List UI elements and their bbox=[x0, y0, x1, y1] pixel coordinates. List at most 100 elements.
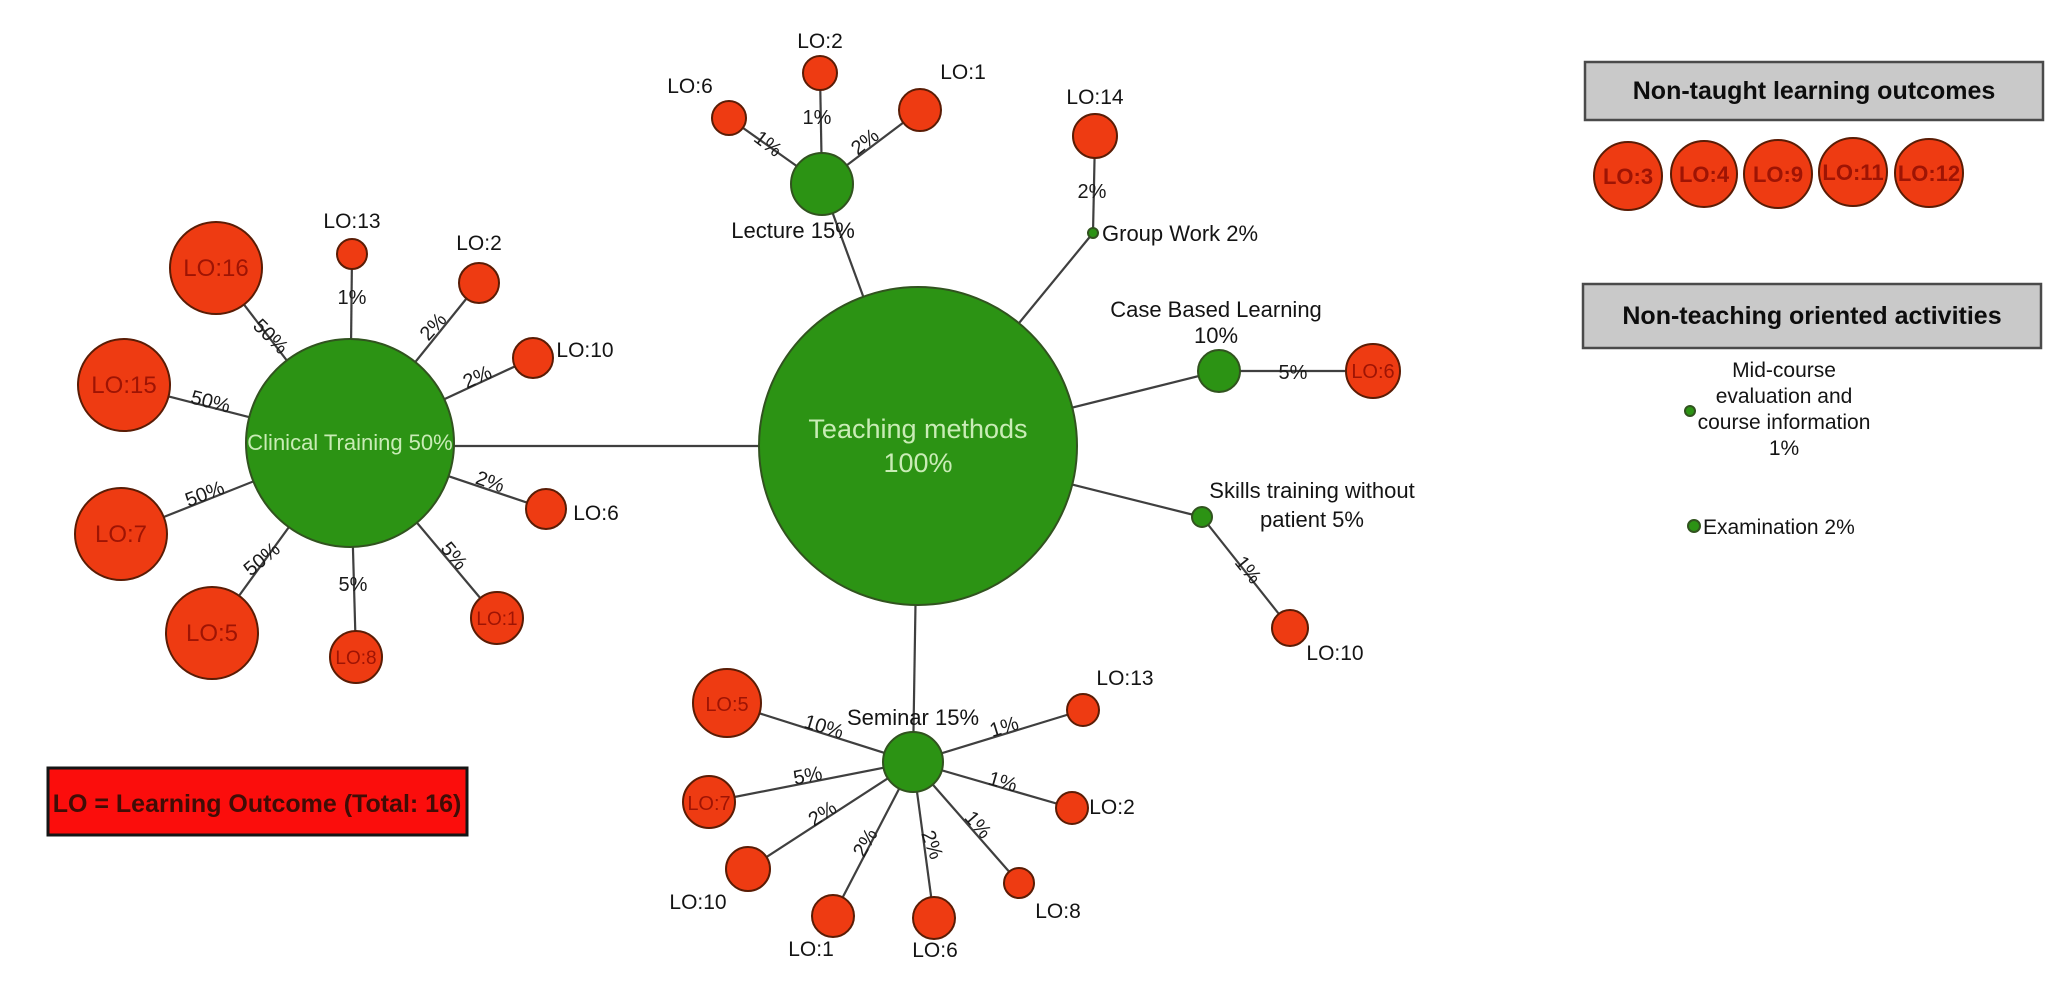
seminar-lo8-label: LO:8 bbox=[1035, 900, 1081, 923]
edge-skills-lo10 bbox=[1201, 516, 1291, 629]
node-skills-lo10 bbox=[1271, 609, 1309, 647]
non-teaching-header-box bbox=[1581, 282, 2043, 350]
groupwork-lo14-label: LO:14 bbox=[1066, 86, 1124, 109]
node-groupwork-lo14 bbox=[1072, 113, 1118, 159]
clinical-training-label: Clinical Training 50% bbox=[247, 430, 452, 455]
right-panel: Non-taught learning outcomes LO:3 LO:4 L… bbox=[1581, 60, 2045, 539]
lecture-lo6-label: LO:6 bbox=[667, 75, 713, 98]
edge-seminar-lo7 bbox=[708, 760, 914, 804]
node-seminar-lo6 bbox=[912, 896, 956, 940]
clinical-lo5-label: LO:5 bbox=[186, 620, 238, 647]
non-teaching-header-title: Non-teaching oriented activities bbox=[1622, 302, 2001, 330]
lecture-lo2-label: LO:2 bbox=[797, 30, 843, 53]
panel-lo11-node bbox=[1818, 137, 1888, 207]
non-taught-header-title: Non-taught learning outcomes bbox=[1633, 77, 1996, 105]
seminar-lo5-pct: 10% bbox=[801, 711, 846, 744]
seminar-lo10-label: LO:10 bbox=[669, 891, 726, 914]
node-casebased-lo6 bbox=[1345, 343, 1401, 399]
clinical-lo16-label: LO:16 bbox=[183, 255, 248, 282]
non-taught-header-box bbox=[1583, 60, 2045, 122]
panel-lo4-label: LO:4 bbox=[1679, 162, 1730, 187]
panel-lo9-label: LO:9 bbox=[1753, 162, 1803, 187]
midcourse-dot bbox=[1684, 405, 1696, 417]
node-clinical-lo1 bbox=[470, 591, 524, 645]
node-seminar-lo7 bbox=[682, 775, 736, 829]
node-seminar-lo1 bbox=[811, 894, 855, 938]
seminar-lo6-pct: 2% bbox=[916, 828, 947, 863]
clinical-lo5-pct: 50% bbox=[240, 538, 285, 581]
seminar-lo6-label: LO:6 bbox=[912, 939, 958, 962]
clinical-lo16-pct: 50% bbox=[248, 315, 292, 359]
midcourse-label-line2: evaluation and bbox=[1716, 385, 1853, 408]
node-seminar-lo2 bbox=[1055, 791, 1089, 825]
panel-lo4-node bbox=[1670, 140, 1738, 208]
teaching-methods-label-line2: 100% bbox=[883, 448, 952, 478]
clinical-lo13-label: LO:13 bbox=[323, 210, 380, 233]
clinical-lo10-label: LO:10 bbox=[556, 339, 613, 362]
node-clinical-lo16 bbox=[169, 221, 263, 315]
node-seminar bbox=[882, 731, 944, 793]
case-based-label-line1: Case Based Learning bbox=[1110, 297, 1322, 322]
panel-lo12-node bbox=[1894, 138, 1964, 208]
panel-lo9-node bbox=[1743, 139, 1813, 209]
clinical-lo8-pct: 5% bbox=[339, 574, 368, 596]
clinical-lo1-label: LO:1 bbox=[476, 609, 517, 630]
case-based-label-line2: 10% bbox=[1194, 323, 1238, 348]
node-teaching-methods bbox=[758, 286, 1078, 606]
skills-label-line2: patient 5% bbox=[1260, 507, 1364, 532]
skills-lo10-label: LO:10 bbox=[1306, 642, 1363, 665]
clinical-lo7-pct: 50% bbox=[182, 477, 227, 512]
clinical-lo2-pct: 2% bbox=[416, 309, 452, 345]
legend: LO = Learning Outcome (Total: 16) bbox=[46, 766, 469, 837]
node-skills-training bbox=[1191, 506, 1213, 528]
seminar-lo7-pct: 5% bbox=[792, 763, 825, 790]
casebased-lo6-label: LO:6 bbox=[1351, 361, 1394, 383]
node-clinical-lo13 bbox=[336, 238, 368, 270]
panel-lo11-label: LO:11 bbox=[1822, 160, 1883, 185]
clinical-lo13-pct: 1% bbox=[338, 287, 367, 309]
node-seminar-lo5 bbox=[692, 668, 762, 738]
node-group-work bbox=[1087, 227, 1099, 239]
node-clinical-lo10 bbox=[512, 337, 554, 379]
node-clinical-lo6 bbox=[525, 488, 567, 530]
method-nodes bbox=[245, 152, 1241, 793]
outcome-nodes bbox=[74, 55, 1401, 940]
node-clinical-lo2 bbox=[458, 262, 500, 304]
examination-label: Examination 2% bbox=[1703, 516, 1855, 539]
node-lecture-lo6 bbox=[711, 100, 747, 136]
seminar-lo1-label: LO:1 bbox=[788, 938, 834, 961]
midcourse-label-line4: 1% bbox=[1769, 437, 1799, 460]
node-clinical-lo7 bbox=[74, 487, 168, 581]
lecture-lo1-pct: 2% bbox=[847, 125, 883, 160]
seminar-lo5-label: LO:5 bbox=[705, 694, 748, 716]
clinical-lo1-pct: 5% bbox=[436, 538, 472, 574]
clinical-lo6-pct: 2% bbox=[473, 467, 508, 497]
lecture-lo6-pct: 1% bbox=[749, 127, 785, 162]
node-case-based bbox=[1197, 349, 1241, 393]
node-seminar-lo10 bbox=[725, 846, 771, 892]
node-seminar-lo13 bbox=[1066, 693, 1100, 727]
panel-lo3-label: LO:3 bbox=[1603, 164, 1653, 189]
lecture-lo2-pct: 1% bbox=[803, 107, 832, 129]
legend-label: LO = Learning Outcome (Total: 16) bbox=[53, 790, 462, 818]
midcourse-label-line1: Mid-course bbox=[1732, 359, 1836, 382]
panel-lo3-node bbox=[1593, 141, 1663, 211]
seminar-lo10-pct: 2% bbox=[805, 797, 841, 831]
midcourse-label-line3: course information bbox=[1698, 411, 1871, 434]
node-lecture bbox=[790, 152, 854, 216]
skills-label-line1: Skills training without bbox=[1209, 478, 1414, 503]
node-lecture-lo1 bbox=[898, 88, 942, 132]
clinical-lo7-label: LO:7 bbox=[95, 521, 147, 548]
casebased-lo6-pct: 5% bbox=[1279, 362, 1308, 384]
clinical-lo2-label: LO:2 bbox=[456, 232, 502, 255]
seminar-lo7-label: LO:7 bbox=[687, 793, 730, 815]
lecture-lo1-label: LO:1 bbox=[940, 61, 986, 84]
clinical-lo8-label: LO:8 bbox=[335, 648, 376, 669]
clinical-lo15-label: LO:15 bbox=[91, 372, 156, 399]
examination-dot bbox=[1687, 519, 1701, 533]
seminar-lo13-label: LO:13 bbox=[1096, 667, 1153, 690]
teaching-methods-label-line1: Teaching methods bbox=[808, 414, 1027, 444]
lecture-label: Lecture 15% bbox=[731, 218, 855, 243]
seminar-lo2-label: LO:2 bbox=[1089, 796, 1135, 819]
